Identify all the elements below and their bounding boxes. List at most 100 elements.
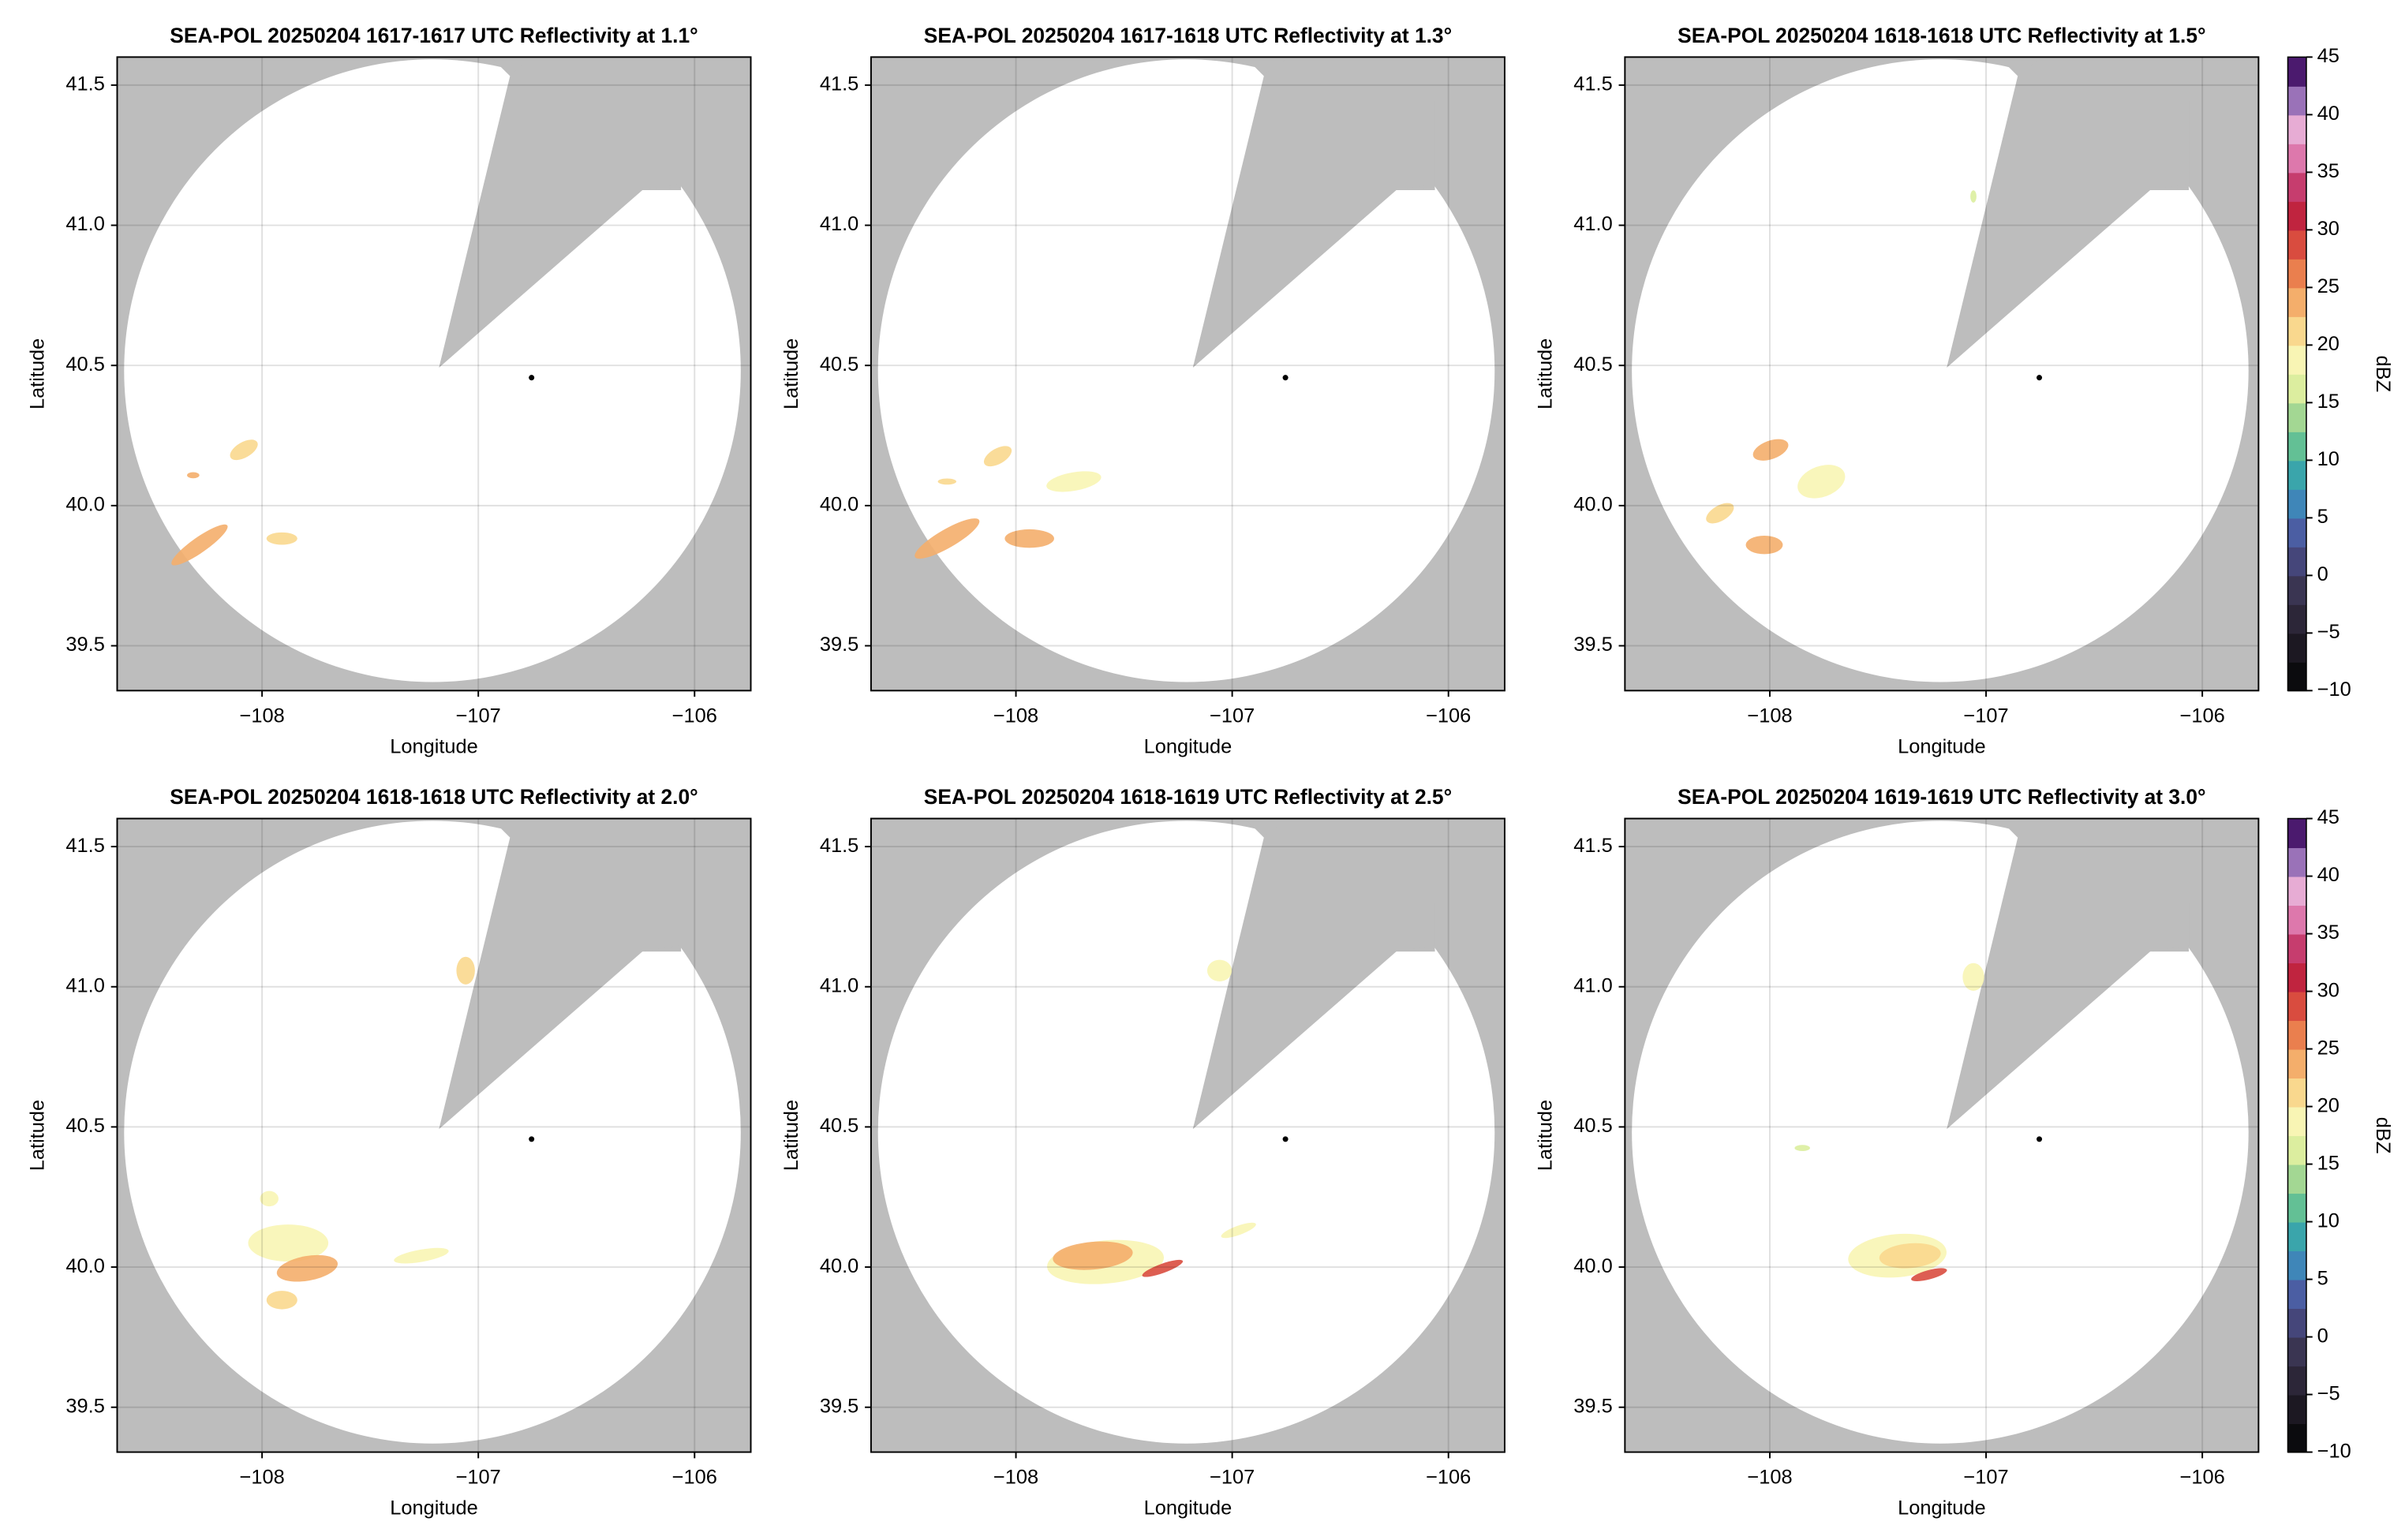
blocked-sector [439,818,682,1130]
colorbar-bin [2287,1221,2306,1252]
colorbar-bin [2287,460,2306,490]
colorbar-tick-label: 15 [2317,391,2340,413]
plot-frame [116,817,752,1453]
y-tick-label: 40.5 [1573,353,1612,376]
echo [1794,1145,1810,1152]
x-tick-label: −108 [1747,705,1792,727]
echo [1797,465,1846,499]
plot-frame [870,817,1505,1453]
colorbar-bin [2287,1106,2306,1137]
x-tick-label: −106 [1426,705,1471,727]
colorbar-tick-label: 40 [2317,864,2340,886]
colorbar-bin [2287,905,2306,935]
y-tick-label: 40.5 [65,1115,104,1137]
y-tick-label: 41.5 [1573,835,1612,857]
echo [187,472,200,479]
panel: −108 −107 −106 39.5 40.0 40.5 41.0 41.5 SEA-POL … [27,785,752,1519]
y-tick-label: 41.5 [820,73,858,95]
x-axis-label: Longitude [1144,1497,1232,1519]
panel: −108 −107 −106 39.5 40.0 40.5 41.0 41.5 SEA-POL … [1534,785,2394,1519]
colorbar-bin [2287,518,2306,548]
echo [1142,1259,1184,1277]
colorbar-bin [2287,991,2306,1022]
echo [1221,1222,1256,1239]
x-tick-label: −106 [2180,705,2225,727]
echo [1706,503,1734,524]
plot-area [117,818,751,1452]
y-axis-label: Latitude [780,1100,802,1171]
colorbar-tick-label: 10 [2317,1209,2340,1232]
colorbar-bin [2287,933,2306,964]
colorbar-label: dBZ [2372,356,2394,393]
echo [1745,535,1783,555]
echo [1046,471,1102,492]
x-tick-label: −108 [240,1466,285,1488]
y-tick-label: 41.5 [65,73,104,95]
radar-site [1282,375,1289,381]
y-axis-label: Latitude [1534,1100,1556,1171]
blocked-sector [1192,818,1435,1130]
echo [1911,1268,1947,1282]
echo [1970,190,1977,203]
colorbar-tick-label: 20 [2317,333,2340,355]
colorbar-bin [2287,85,2306,116]
colorbar-frame [2287,56,2307,692]
y-axis-label: Latitude [1534,338,1556,409]
colorbar-bin [2287,316,2306,346]
echo [914,518,980,559]
colorbar-bin [2287,1078,2306,1108]
colorbar-tick-label: 35 [2317,160,2340,182]
colorbar-bin [2287,962,2306,992]
echo [230,439,258,461]
x-axis-label: Longitude [390,1497,478,1519]
echo [937,478,957,485]
colorbar-bin [2287,1308,2306,1338]
plot-frame [116,56,752,692]
y-tick-label: 39.5 [820,1395,858,1417]
echo [266,1291,297,1310]
echo [260,1191,279,1207]
y-tick-label: 40.0 [820,1255,858,1277]
echo [1053,1241,1133,1270]
colorbar-bin [2287,1048,2306,1079]
colorbar-bin [2287,373,2306,404]
plot-frame [1624,817,2260,1453]
x-tick-label: −108 [1747,1466,1792,1488]
y-tick-label: 41.5 [65,835,104,857]
colorbar-bin [2287,1336,2306,1367]
x-tick-label: −107 [456,1466,501,1488]
y-tick-label: 39.5 [1573,634,1612,656]
colorbar-bin [2287,661,2306,692]
y-tick-label: 40.5 [820,1115,858,1137]
x-tick-label: −106 [672,705,717,727]
plot-area [1625,818,2259,1452]
plot-frame [870,56,1505,692]
chart-title: SEA-POL 20250204 1617-1617 UTC Reflectiv… [170,24,698,47]
colorbar-tick-label: 5 [2317,1267,2328,1289]
y-tick-label: 41.0 [1573,974,1612,996]
chart-title: SEA-POL 20250204 1618-1618 UTC Reflectiv… [1678,24,2205,47]
colorbar-bin [2287,1366,2306,1396]
colorbar-tick-label: 40 [2317,103,2340,125]
colorbar-tick-label: −5 [2317,1382,2340,1404]
echo [394,1247,449,1264]
y-tick-label: 39.5 [820,634,858,656]
colorbar-bin [2287,431,2306,462]
colorbar-bin [2287,1020,2306,1050]
x-axis-label: Longitude [1144,735,1232,757]
colorbar-tick-label: 30 [2317,218,2340,240]
radar-site [529,375,535,381]
plot-area [870,57,1505,691]
y-tick-label: 40.5 [65,353,104,376]
colorbar-bin [2287,488,2306,519]
plot-area [870,818,1505,1452]
y-tick-label: 41.0 [820,974,858,996]
y-tick-label: 41.5 [820,835,858,857]
y-tick-label: 41.0 [1573,213,1612,235]
blocked-sector [1947,57,2190,368]
colorbar-tick-label: 15 [2317,1152,2340,1174]
x-tick-label: −108 [993,1466,1038,1488]
plot-area [1625,57,2259,691]
y-tick-label: 39.5 [65,1395,104,1417]
colorbar-bin [2287,1423,2306,1453]
